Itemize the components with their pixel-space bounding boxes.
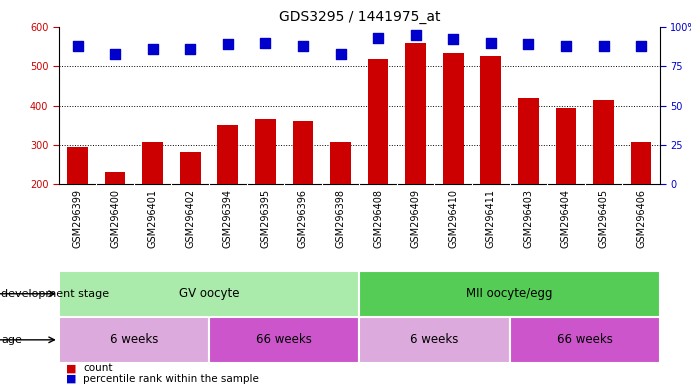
Bar: [406, 43, 426, 263]
Bar: [59, 271, 359, 317]
Point: [636, 43, 647, 49]
Text: GSM296405: GSM296405: [598, 189, 609, 248]
Text: GSM296404: GSM296404: [561, 189, 571, 248]
Bar: [556, 108, 576, 263]
Text: GSM296398: GSM296398: [336, 189, 346, 248]
Point: [297, 43, 308, 49]
Bar: [142, 142, 163, 263]
Text: GSM296395: GSM296395: [261, 189, 270, 248]
Bar: [480, 56, 501, 263]
Point: [598, 43, 609, 49]
Text: GSM296406: GSM296406: [636, 189, 646, 248]
Bar: [443, 53, 464, 263]
Bar: [518, 98, 539, 263]
Bar: [255, 119, 276, 263]
Text: GSM296402: GSM296402: [185, 189, 196, 248]
Text: age: age: [1, 335, 22, 345]
Text: GSM296408: GSM296408: [373, 189, 383, 248]
Text: GSM296399: GSM296399: [73, 189, 82, 248]
Text: GSM296403: GSM296403: [523, 189, 533, 248]
Bar: [593, 100, 614, 263]
Bar: [105, 172, 126, 263]
Point: [560, 43, 571, 49]
Text: GSM296396: GSM296396: [298, 189, 308, 248]
Point: [110, 51, 121, 57]
Point: [223, 41, 234, 47]
Point: [72, 43, 83, 49]
Text: GSM296410: GSM296410: [448, 189, 458, 248]
Bar: [209, 317, 359, 363]
Text: 66 weeks: 66 weeks: [256, 333, 312, 346]
Text: GSM296394: GSM296394: [223, 189, 233, 248]
Bar: [180, 152, 200, 263]
Text: development stage: development stage: [1, 289, 109, 299]
Bar: [359, 271, 660, 317]
Point: [372, 35, 384, 41]
Text: ■: ■: [66, 363, 76, 373]
Text: GSM296400: GSM296400: [110, 189, 120, 248]
Title: GDS3295 / 1441975_at: GDS3295 / 1441975_at: [278, 10, 440, 25]
Bar: [67, 147, 88, 263]
Point: [335, 51, 346, 57]
Text: GV oocyte: GV oocyte: [179, 287, 239, 300]
Text: 6 weeks: 6 weeks: [410, 333, 459, 346]
Bar: [368, 59, 388, 263]
Point: [260, 40, 271, 46]
Point: [523, 41, 534, 47]
Text: MII oocyte/egg: MII oocyte/egg: [466, 287, 553, 300]
Text: 66 weeks: 66 weeks: [557, 333, 613, 346]
Text: count: count: [83, 363, 113, 373]
Text: 6 weeks: 6 weeks: [110, 333, 158, 346]
Text: GSM296409: GSM296409: [410, 189, 421, 248]
Point: [184, 46, 196, 52]
Bar: [359, 317, 509, 363]
Bar: [292, 121, 313, 263]
Text: GSM296401: GSM296401: [148, 189, 158, 248]
Bar: [218, 125, 238, 263]
Bar: [59, 317, 209, 363]
Text: percentile rank within the sample: percentile rank within the sample: [83, 374, 259, 384]
Bar: [509, 317, 660, 363]
Point: [485, 40, 496, 46]
Text: GSM296411: GSM296411: [486, 189, 496, 248]
Point: [147, 46, 158, 52]
Point: [448, 36, 459, 43]
Bar: [631, 142, 652, 263]
Point: [410, 31, 422, 38]
Bar: [330, 142, 351, 263]
Text: ■: ■: [66, 374, 76, 384]
